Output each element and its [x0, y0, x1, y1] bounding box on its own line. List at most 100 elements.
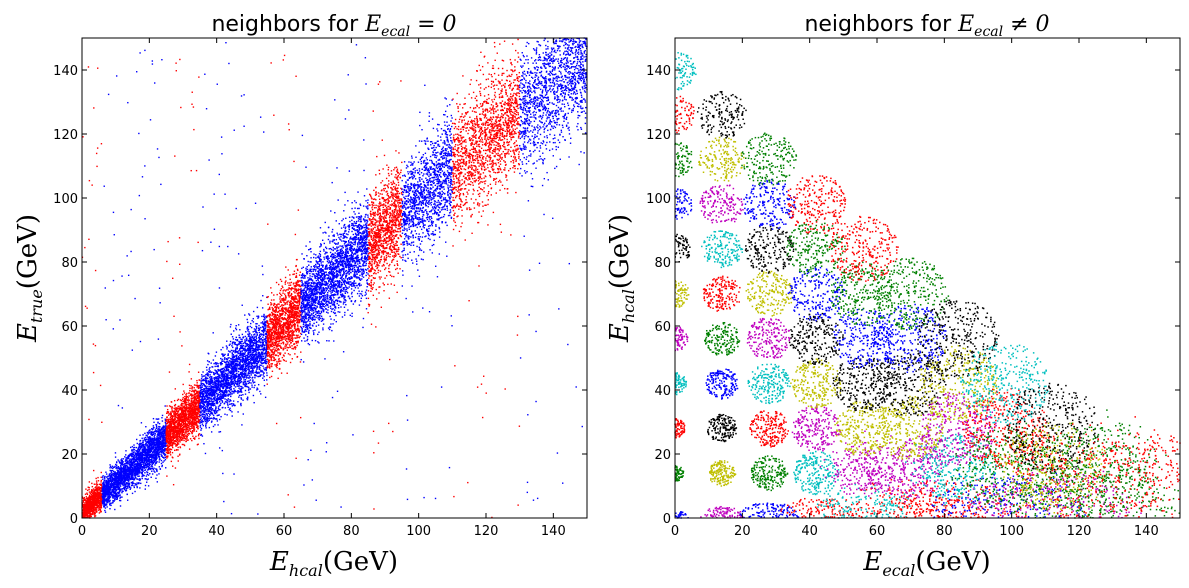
data-point: [106, 504, 107, 505]
data-point: [128, 456, 129, 457]
data-point: [144, 460, 145, 461]
data-point: [153, 455, 154, 456]
data-point: [147, 474, 148, 475]
data-point: [144, 433, 145, 434]
data-point: [153, 249, 154, 250]
data-point: [158, 449, 159, 450]
data-point: [125, 478, 126, 479]
data-point: [90, 496, 91, 497]
data-point: [126, 463, 127, 464]
data-point: [166, 475, 167, 476]
data-point: [105, 482, 106, 483]
data-point: [144, 467, 145, 468]
data-point: [127, 500, 128, 501]
data-point: [155, 446, 156, 447]
data-point: [88, 507, 89, 508]
data-point: [176, 449, 177, 450]
left-chart-title: neighbors for Eecal = 0: [211, 12, 456, 40]
data-point: [85, 507, 86, 508]
data-point: [158, 426, 159, 427]
data-point: [189, 364, 190, 365]
data-point: [114, 509, 115, 510]
data-point: [106, 476, 107, 477]
data-point: [95, 511, 96, 512]
data-point: [102, 493, 103, 494]
data-point: [189, 448, 190, 449]
data-point: [142, 440, 143, 441]
data-point: [122, 481, 123, 482]
data-point: [159, 442, 160, 443]
data-point: [143, 446, 144, 447]
data-point: [156, 427, 157, 428]
left-chart: neighbors for Eecal = 0 0 20 40 60 80 100 120 1…: [13, 12, 588, 580]
data-point: [86, 510, 87, 511]
data-point: [124, 463, 125, 464]
data-point: [132, 461, 133, 462]
data-point: [96, 166, 97, 167]
data-point: [194, 430, 195, 431]
data-point: [147, 462, 148, 463]
data-point: [108, 94, 109, 95]
data-point: [144, 457, 145, 458]
data-point: [125, 469, 126, 470]
data-point: [106, 489, 107, 490]
data-point: [198, 379, 199, 380]
data-point: [158, 157, 159, 158]
data-point: [114, 472, 115, 473]
data-point: [153, 427, 154, 428]
data-point: [162, 462, 163, 463]
data-point: [137, 472, 138, 473]
data-point: [155, 463, 156, 464]
data-point: [191, 170, 192, 171]
data-point: [88, 489, 89, 490]
data-point: [115, 476, 116, 477]
data-point: [191, 440, 192, 441]
data-point: [145, 485, 146, 486]
data-point: [90, 493, 91, 494]
data-point: [134, 462, 135, 463]
data-point: [120, 478, 121, 479]
data-point: [158, 473, 159, 474]
data-point: [148, 431, 149, 432]
data-point: [135, 473, 136, 474]
data-point: [109, 474, 110, 475]
data-point: [151, 431, 152, 432]
data-point: [143, 475, 144, 476]
data-point: [154, 435, 155, 436]
data-point: [88, 500, 89, 501]
data-point: [144, 466, 145, 467]
data-point: [99, 509, 100, 510]
data-point: [152, 462, 153, 463]
data-point: [111, 471, 112, 472]
data-point: [97, 496, 98, 497]
data-point: [135, 466, 136, 467]
data-point: [156, 457, 157, 458]
data-point: [89, 503, 90, 504]
data-point: [118, 488, 119, 489]
data-point: [92, 501, 93, 502]
data-point: [144, 218, 145, 219]
data-point: [88, 239, 89, 240]
data-point: [105, 472, 106, 473]
data-point: [121, 479, 122, 480]
data-point: [84, 247, 85, 248]
data-point: [152, 438, 153, 439]
data-point: [95, 493, 96, 494]
data-point: [196, 431, 197, 432]
data-point: [117, 467, 118, 468]
data-point: [162, 437, 163, 438]
data-point: [161, 434, 162, 435]
data-point: [161, 460, 162, 461]
data-point: [95, 484, 96, 485]
data-point: [88, 487, 89, 488]
data-point: [144, 437, 145, 438]
data-point: [159, 452, 160, 453]
data-point: [116, 484, 117, 485]
data-point: [123, 473, 124, 474]
data-point: [164, 441, 165, 442]
data-point: [116, 479, 117, 480]
data-point: [87, 510, 88, 511]
data-point: [155, 478, 156, 479]
data-point: [146, 467, 147, 468]
data-point: [165, 443, 166, 444]
